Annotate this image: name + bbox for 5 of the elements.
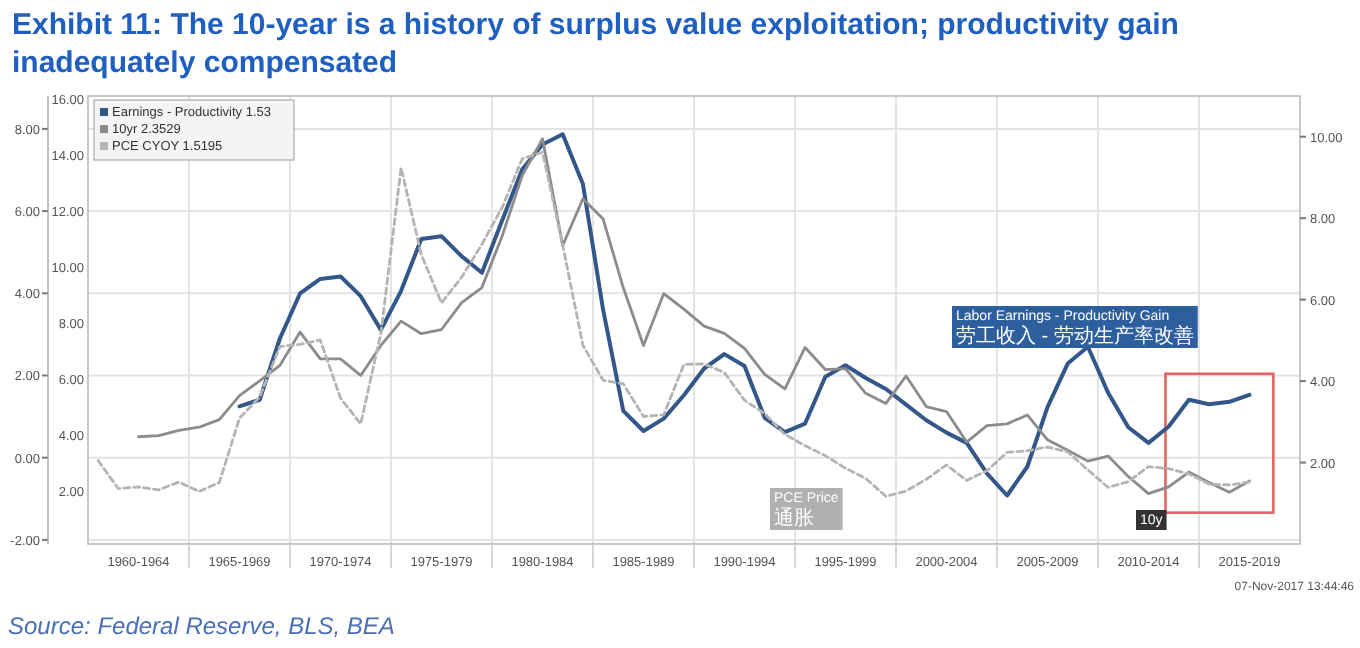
source-note: Source: Federal Reserve, BLS, BEA [8, 612, 395, 640]
annotation: 劳工收入 - 劳动生产率改善 [956, 324, 1194, 348]
title: Exhibit 11: The 10-year is a history of surplus value exploitation; productivity gain [12, 8, 1179, 42]
title: inadequately compensated [12, 46, 398, 80]
annotation: 通胀 [774, 506, 814, 530]
